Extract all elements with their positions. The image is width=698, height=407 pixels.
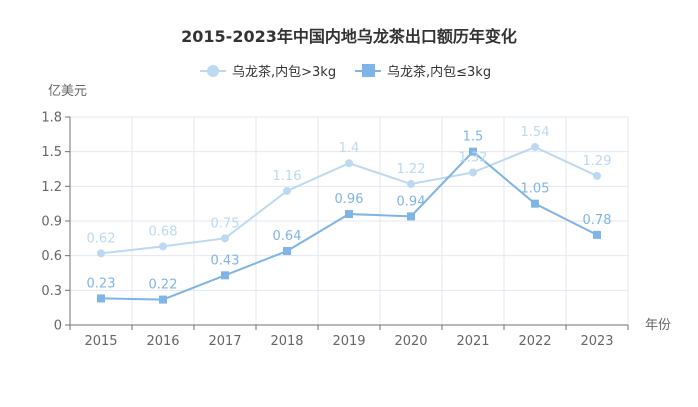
legend-label-series-1: 乌龙茶,内包>3kg bbox=[232, 64, 336, 80]
data-label-series-1: 0.68 bbox=[149, 224, 178, 239]
x-axis-label: 年份 bbox=[645, 318, 671, 333]
x-tick-labels: 2015 2016 2017 2018 2019 2020 2021 2022 2023 bbox=[84, 334, 613, 349]
legend-item-series-1[interactable]: 乌龙茶,内包>3kg bbox=[200, 64, 336, 80]
legend[interactable]: 乌龙茶,内包>3kg 乌龙茶,内包≤3kg bbox=[200, 64, 491, 80]
data-point-series-1[interactable] bbox=[283, 186, 291, 195]
data-point-series-2[interactable] bbox=[593, 230, 601, 239]
y-tick-label: 0.6 bbox=[41, 249, 62, 264]
y-tick-label: 0.9 bbox=[41, 215, 62, 230]
data-point-series-1[interactable] bbox=[531, 143, 539, 152]
y-tick-label: 1.2 bbox=[41, 180, 62, 195]
x-tick-label: 2022 bbox=[518, 334, 551, 349]
x-tick-label: 2015 bbox=[84, 334, 117, 349]
y-tick-labels: 0 0.3 0.6 0.9 1.2 1.5 1.8 bbox=[41, 111, 62, 334]
data-point-series-2[interactable] bbox=[345, 210, 353, 219]
data-point-series-1[interactable] bbox=[159, 242, 167, 251]
data-label-series-2: 1.05 bbox=[521, 182, 550, 197]
y-axis-label: 亿美元 bbox=[48, 84, 87, 99]
legend-marker-series-2 bbox=[362, 64, 375, 77]
data-label-series-1: 1.54 bbox=[521, 125, 550, 140]
data-point-series-1[interactable] bbox=[345, 159, 353, 168]
data-label-series-1: 1.32 bbox=[459, 150, 488, 165]
x-tick-label: 2023 bbox=[580, 334, 613, 349]
data-labels: 0.62 0.68 0.75 1.16 1.4 1.22 1.32 1.54 1.29 0.23 0… bbox=[87, 125, 612, 293]
data-point-series-2[interactable] bbox=[469, 147, 477, 156]
x-tick-label: 2016 bbox=[146, 334, 179, 349]
x-tick-label: 2021 bbox=[456, 334, 489, 349]
x-tick-label: 2020 bbox=[394, 334, 427, 349]
data-point-series-2[interactable] bbox=[97, 294, 105, 303]
data-label-series-2: 0.64 bbox=[273, 229, 302, 244]
x-tick-label: 2017 bbox=[208, 334, 241, 349]
data-label-series-2: 0.23 bbox=[87, 276, 116, 291]
data-point-series-1[interactable] bbox=[407, 180, 415, 189]
data-label-series-1: 1.22 bbox=[397, 162, 426, 177]
y-tick-label: 0.3 bbox=[41, 284, 62, 299]
data-label-series-2: 0.43 bbox=[211, 253, 240, 268]
data-label-series-1: 1.16 bbox=[273, 169, 302, 184]
data-point-series-2[interactable] bbox=[407, 212, 415, 221]
data-label-series-2: 1.5 bbox=[463, 130, 484, 145]
series-points bbox=[97, 143, 601, 304]
legend-marker-series-1 bbox=[207, 65, 219, 77]
x-tick-label: 2018 bbox=[270, 334, 303, 349]
grid-vertical bbox=[131, 117, 629, 325]
data-point-series-2[interactable] bbox=[159, 295, 167, 304]
legend-item-series-2[interactable]: 乌龙茶,内包≤3kg bbox=[355, 64, 491, 80]
data-label-series-1: 1.29 bbox=[583, 154, 612, 169]
data-label-series-2: 0.94 bbox=[397, 194, 426, 209]
data-point-series-1[interactable] bbox=[221, 234, 229, 243]
data-label-series-1: 0.75 bbox=[211, 216, 240, 231]
y-tick-label: 0 bbox=[54, 319, 62, 334]
data-label-series-1: 0.62 bbox=[87, 231, 116, 246]
data-label-series-2: 0.22 bbox=[149, 278, 178, 293]
data-label-series-1: 1.4 bbox=[339, 141, 360, 156]
y-tick-label: 1.5 bbox=[41, 145, 62, 160]
data-label-series-2: 0.96 bbox=[335, 192, 364, 207]
x-tick-label: 2019 bbox=[332, 334, 365, 349]
axes bbox=[65, 116, 629, 330]
chart-title: 2015-2023年中国内地乌龙茶出口额历年变化 bbox=[181, 27, 517, 46]
data-point-series-2[interactable] bbox=[221, 271, 229, 280]
data-point-series-1[interactable] bbox=[469, 168, 477, 177]
data-point-series-1[interactable] bbox=[97, 249, 105, 258]
grid-horizontal bbox=[70, 116, 628, 291]
legend-label-series-2: 乌龙茶,内包≤3kg bbox=[387, 64, 491, 80]
data-label-series-2: 0.78 bbox=[583, 213, 612, 228]
data-point-series-1[interactable] bbox=[593, 171, 601, 180]
y-tick-label: 1.8 bbox=[41, 111, 62, 126]
data-point-series-2[interactable] bbox=[531, 199, 539, 208]
data-point-series-2[interactable] bbox=[283, 247, 291, 256]
